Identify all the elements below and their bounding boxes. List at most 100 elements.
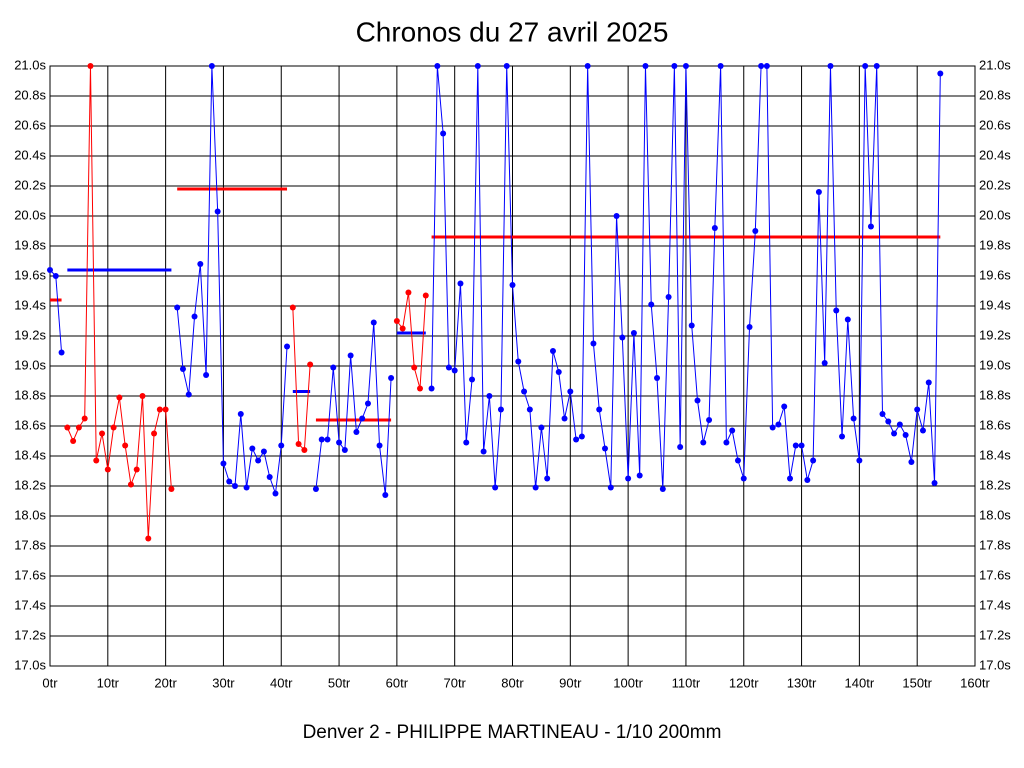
point: [521, 388, 528, 395]
point: [850, 415, 857, 422]
point: [607, 484, 614, 491]
point: [324, 436, 331, 443]
x-tick-label: 50tr: [328, 675, 351, 690]
point: [740, 475, 747, 482]
x-tick-label: 30tr: [212, 675, 235, 690]
point: [255, 457, 262, 464]
point: [87, 63, 94, 69]
point: [463, 439, 470, 446]
point: [168, 486, 175, 492]
point: [272, 490, 279, 497]
x-tick-label: 150tr: [902, 675, 932, 690]
point: [185, 391, 192, 398]
x-tick-label: 90tr: [559, 675, 582, 690]
point: [677, 444, 684, 450]
point: [370, 319, 377, 326]
point: [312, 486, 319, 492]
point: [839, 433, 846, 440]
point: [578, 433, 585, 440]
point: [833, 307, 840, 314]
point: [758, 63, 765, 69]
x-tick-label: 160tr: [960, 675, 990, 690]
y-tick-label: 17.2s: [14, 627, 46, 642]
point: [896, 421, 903, 428]
point: [775, 421, 782, 428]
point: [937, 70, 944, 77]
point: [399, 325, 406, 332]
point: [873, 63, 880, 69]
y-tick-label: 19.2s: [14, 327, 46, 342]
point: [145, 535, 152, 542]
point: [353, 429, 360, 435]
y-tick-label-right: 19.6s: [979, 267, 1011, 282]
point: [393, 318, 400, 324]
point: [619, 334, 626, 341]
point: [792, 442, 799, 449]
series-line: [66, 65, 172, 539]
point: [237, 411, 244, 417]
y-tick-label-right: 19.0s: [979, 357, 1011, 372]
y-tick-label-right: 20.4s: [979, 147, 1011, 162]
y-tick-label-right: 20.6s: [979, 117, 1011, 132]
point: [700, 439, 707, 446]
y-tick-label: 21.0s: [14, 57, 46, 72]
point: [336, 439, 343, 446]
point: [659, 486, 666, 492]
point: [509, 282, 516, 288]
x-tick-label: 140tr: [845, 675, 875, 690]
point: [763, 63, 770, 69]
point: [52, 273, 59, 279]
x-tick-label: 120tr: [729, 675, 759, 690]
point: [919, 427, 926, 434]
point: [214, 208, 221, 215]
y-tick-label: 17.4s: [14, 597, 46, 612]
point: [359, 415, 366, 422]
point: [440, 130, 447, 137]
point: [555, 369, 562, 375]
point: [110, 424, 117, 431]
y-tick-label-right: 20.8s: [979, 87, 1011, 102]
point: [561, 415, 568, 422]
point: [781, 403, 788, 410]
point: [191, 313, 198, 320]
point: [654, 375, 661, 381]
y-tick-label: 17.0s: [14, 657, 46, 672]
point: [810, 457, 817, 464]
x-tick-label: 10tr: [97, 675, 120, 690]
point: [682, 63, 689, 69]
point: [469, 376, 476, 383]
point: [746, 324, 753, 330]
y-tick-label-right: 17.6s: [979, 567, 1011, 582]
point: [584, 63, 591, 69]
x-tick-label: 60tr: [386, 675, 409, 690]
point: [457, 280, 464, 287]
point: [480, 448, 487, 455]
point: [804, 477, 811, 483]
point: [347, 352, 354, 359]
x-tick-label: 40tr: [270, 675, 293, 690]
point: [364, 400, 371, 407]
point: [133, 466, 140, 473]
point: [891, 430, 898, 437]
point: [81, 415, 88, 422]
point: [243, 484, 250, 491]
x-tick-label: 0tr: [42, 675, 58, 690]
point: [862, 63, 869, 69]
series-line: [292, 307, 311, 452]
point: [625, 475, 632, 482]
point: [925, 379, 932, 386]
point: [526, 406, 533, 413]
point: [688, 322, 695, 329]
x-tick-label: 80tr: [501, 675, 524, 690]
point: [388, 375, 395, 381]
point: [307, 361, 314, 368]
point: [301, 447, 308, 453]
point: [376, 442, 383, 449]
point: [544, 475, 551, 482]
point: [405, 289, 412, 296]
x-tick-label: 70tr: [443, 675, 466, 690]
point: [723, 439, 730, 446]
point: [139, 393, 146, 399]
y-tick-label: 17.6s: [14, 567, 46, 582]
point: [422, 292, 429, 299]
